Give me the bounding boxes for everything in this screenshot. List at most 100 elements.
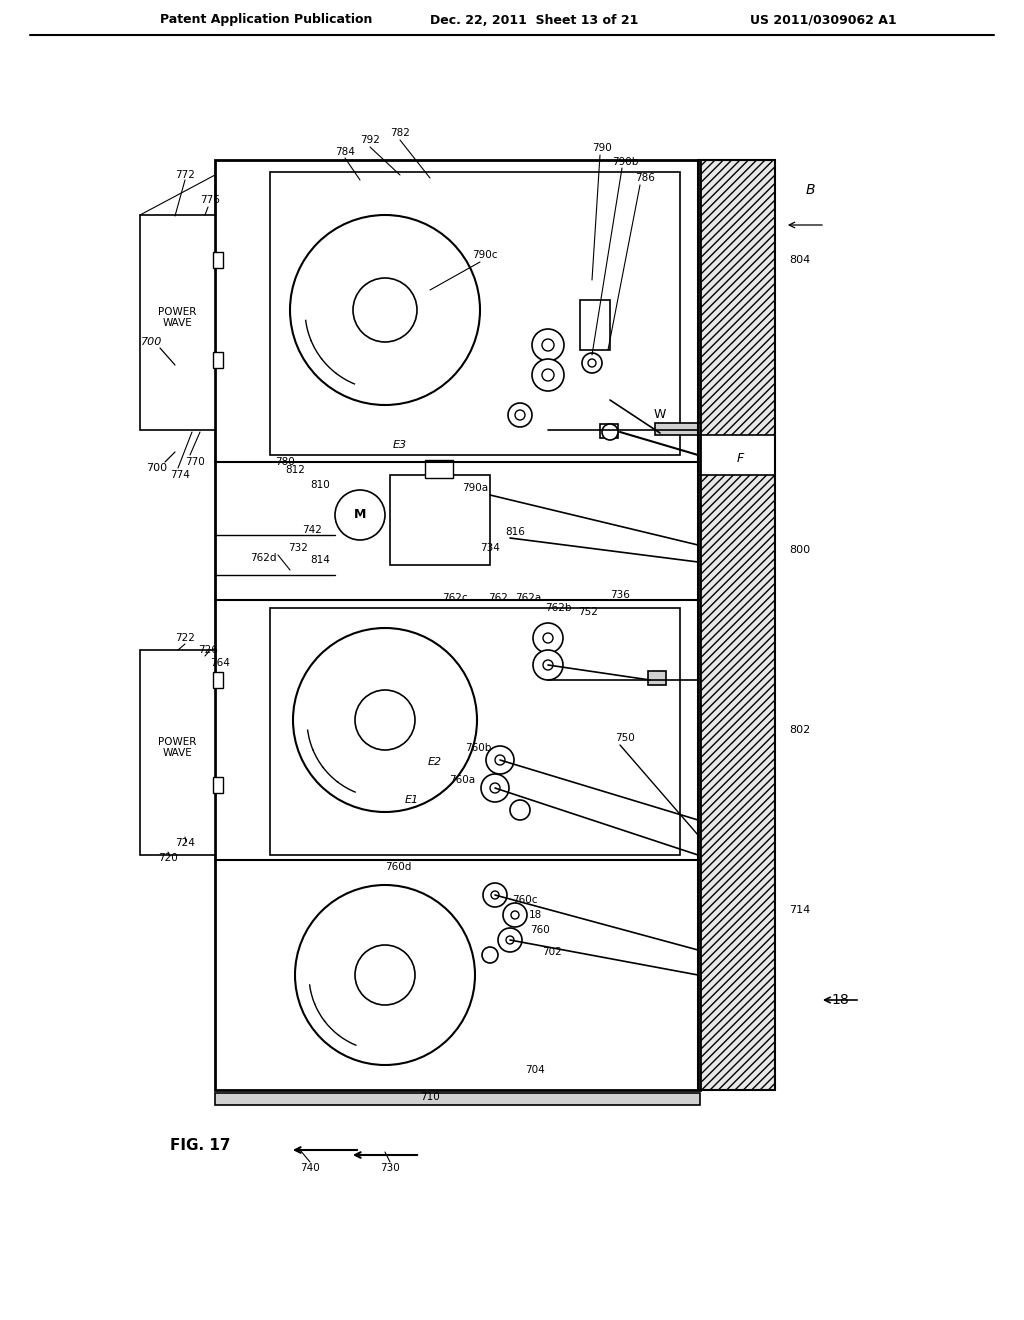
Circle shape (335, 490, 385, 540)
Bar (215, 1093, 700, 1105)
Text: 760a: 760a (449, 775, 475, 785)
Circle shape (542, 370, 554, 381)
Bar (580, 300, 610, 350)
Text: 790c: 790c (472, 249, 498, 260)
Bar (213, 352, 223, 368)
Text: 762d: 762d (250, 553, 276, 564)
Bar (140, 649, 215, 855)
Circle shape (588, 359, 596, 367)
Text: 792: 792 (360, 135, 380, 145)
Text: E1: E1 (404, 795, 419, 805)
Circle shape (511, 911, 519, 919)
Circle shape (543, 634, 553, 643)
Text: 810: 810 (310, 480, 330, 490)
Bar (213, 672, 223, 688)
Bar (390, 475, 490, 565)
Circle shape (293, 628, 477, 812)
Circle shape (490, 891, 499, 899)
Text: E3: E3 (393, 440, 408, 450)
Text: US 2011/0309062 A1: US 2011/0309062 A1 (750, 13, 897, 26)
Text: 730: 730 (380, 1163, 400, 1173)
Circle shape (506, 936, 514, 944)
Text: 812: 812 (285, 465, 305, 475)
Circle shape (532, 359, 564, 391)
Bar (270, 172, 680, 455)
Text: 710: 710 (420, 1092, 440, 1102)
Circle shape (353, 279, 417, 342)
Text: 790: 790 (592, 143, 612, 153)
Text: 760b: 760b (465, 743, 492, 752)
Text: POWER
WAVE: POWER WAVE (159, 306, 197, 329)
Bar (213, 252, 223, 268)
Bar (140, 215, 215, 430)
Text: 760: 760 (530, 925, 550, 935)
Text: 740: 740 (300, 1163, 319, 1173)
Circle shape (542, 339, 554, 351)
Text: 736: 736 (610, 590, 630, 601)
Text: 776: 776 (200, 195, 220, 205)
Text: POWER
WAVE: POWER WAVE (159, 737, 197, 758)
Text: 774: 774 (170, 470, 189, 480)
Circle shape (486, 746, 514, 774)
Text: 800: 800 (790, 545, 811, 554)
Text: 762a: 762a (515, 593, 541, 603)
Circle shape (543, 660, 553, 671)
Text: 816: 816 (505, 527, 525, 537)
Text: 786: 786 (635, 173, 655, 183)
Text: 720: 720 (158, 853, 178, 863)
Circle shape (490, 783, 500, 793)
Bar (425, 459, 453, 478)
Text: 790b: 790b (611, 157, 638, 168)
Circle shape (508, 403, 532, 426)
Text: Patent Application Publication: Patent Application Publication (160, 13, 373, 26)
Circle shape (498, 928, 522, 952)
Text: 18: 18 (528, 909, 542, 920)
Circle shape (481, 774, 509, 803)
Circle shape (495, 755, 505, 766)
Text: 802: 802 (790, 725, 811, 735)
Text: FIG. 17: FIG. 17 (170, 1138, 230, 1152)
Circle shape (602, 424, 618, 440)
Circle shape (532, 329, 564, 360)
Text: 700: 700 (146, 463, 168, 473)
Text: 702: 702 (542, 946, 562, 957)
Text: 784: 784 (335, 147, 355, 157)
Text: 790a: 790a (462, 483, 488, 492)
Bar (698, 160, 775, 1090)
Text: 732: 732 (288, 543, 308, 553)
Circle shape (534, 623, 563, 653)
Circle shape (510, 800, 530, 820)
Text: 772: 772 (175, 170, 195, 180)
Circle shape (483, 883, 507, 907)
Text: 722: 722 (175, 634, 195, 643)
Bar (698, 436, 775, 475)
Text: 762c: 762c (442, 593, 468, 603)
Text: 780: 780 (275, 457, 295, 467)
Bar (648, 671, 666, 685)
Text: 18: 18 (831, 993, 849, 1007)
Circle shape (503, 903, 527, 927)
Text: M: M (354, 508, 367, 521)
Text: 762b: 762b (545, 603, 571, 612)
Circle shape (482, 946, 498, 964)
Text: 714: 714 (790, 906, 811, 915)
Circle shape (295, 884, 475, 1065)
Text: W: W (653, 408, 667, 421)
Text: E2: E2 (428, 756, 442, 767)
Circle shape (355, 945, 415, 1005)
Text: F: F (736, 451, 743, 465)
Text: Dec. 22, 2011  Sheet 13 of 21: Dec. 22, 2011 Sheet 13 of 21 (430, 13, 638, 26)
Bar (600, 424, 618, 438)
Text: 704: 704 (525, 1065, 545, 1074)
Bar (213, 777, 223, 793)
Circle shape (355, 690, 415, 750)
Text: 814: 814 (310, 554, 330, 565)
Text: 726: 726 (198, 645, 218, 655)
Text: 724: 724 (175, 838, 195, 847)
Circle shape (582, 352, 602, 374)
Text: 760d: 760d (385, 862, 412, 873)
Text: 752: 752 (579, 607, 598, 616)
Text: 700: 700 (141, 337, 163, 347)
Bar (270, 609, 680, 855)
Text: 782: 782 (390, 128, 410, 139)
